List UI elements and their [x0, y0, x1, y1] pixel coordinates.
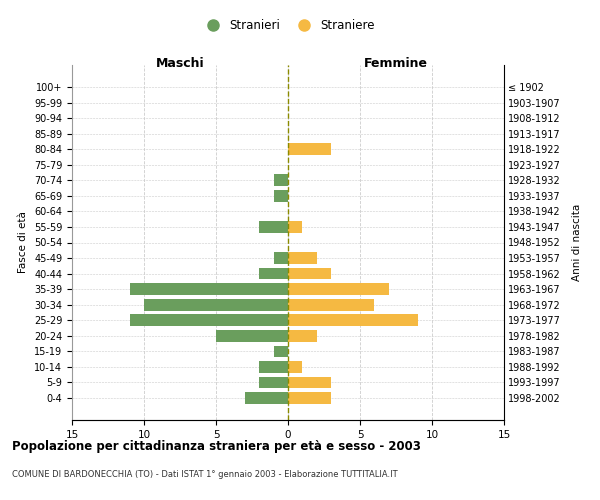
Bar — [288, 314, 418, 326]
Bar — [274, 174, 288, 186]
Bar — [288, 221, 302, 233]
Bar — [288, 268, 331, 280]
Bar — [288, 376, 331, 388]
Bar — [259, 268, 288, 280]
Y-axis label: Fasce di età: Fasce di età — [19, 212, 28, 274]
Bar — [288, 144, 331, 155]
Text: Popolazione per cittadinanza straniera per età e sesso - 2003: Popolazione per cittadinanza straniera p… — [12, 440, 421, 453]
Bar — [259, 376, 288, 388]
Legend: Stranieri, Straniere: Stranieri, Straniere — [196, 14, 380, 36]
Text: COMUNE DI BARDONECCHIA (TO) - Dati ISTAT 1° gennaio 2003 - Elaborazione TUTTITAL: COMUNE DI BARDONECCHIA (TO) - Dati ISTAT… — [12, 470, 398, 479]
Bar — [288, 252, 317, 264]
Bar — [259, 221, 288, 233]
Bar — [288, 392, 331, 404]
Bar — [288, 284, 389, 295]
Text: Femmine: Femmine — [364, 57, 428, 70]
Bar — [274, 346, 288, 357]
Bar — [245, 392, 288, 404]
Bar — [274, 252, 288, 264]
Y-axis label: Anni di nascita: Anni di nascita — [572, 204, 582, 281]
Bar — [288, 361, 302, 373]
Bar — [130, 314, 288, 326]
Bar — [259, 361, 288, 373]
Bar — [130, 284, 288, 295]
Bar — [288, 299, 374, 310]
Bar — [274, 190, 288, 202]
Bar — [144, 299, 288, 310]
Text: Maschi: Maschi — [155, 57, 205, 70]
Bar — [216, 330, 288, 342]
Bar — [288, 330, 317, 342]
